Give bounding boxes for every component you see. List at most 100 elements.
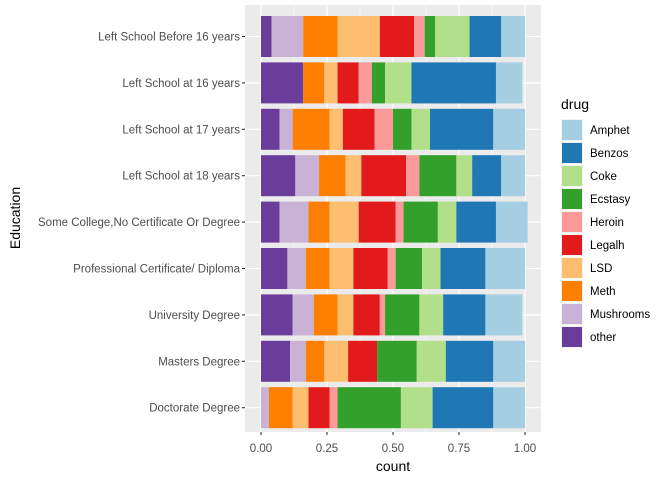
bar-segment-ecstasy <box>419 155 457 197</box>
bar-segment-lsd <box>324 340 349 382</box>
bar-segment-mushrooms <box>287 248 306 289</box>
bar-segment-coke <box>416 340 446 382</box>
x-tick-label: 0.50 <box>382 443 404 455</box>
bar-segment-lsd <box>292 387 309 429</box>
bar-segment-other <box>261 248 288 289</box>
legend-swatch-amphet <box>562 120 582 140</box>
bar-segment-amphet <box>493 108 525 150</box>
bar-segment-amphet <box>485 248 525 289</box>
legend-label: Mushrooms <box>590 309 650 321</box>
bar-segment-heroin <box>395 201 404 243</box>
bar-segment-ecstasy <box>395 248 423 289</box>
x-tick-label: 0.75 <box>448 443 470 455</box>
bar-segment-meth <box>268 387 293 429</box>
legend-swatch-benzos <box>562 143 582 163</box>
bar-segment-coke <box>437 201 457 243</box>
bar-segment-benzos <box>440 248 486 289</box>
bar-segment-benzos <box>432 387 494 429</box>
bar-segment-coke <box>435 16 470 57</box>
bar-segment-other <box>261 108 280 150</box>
y-axis-ticks: Left School Before 16 years Left School a… <box>38 32 245 415</box>
bar-segment-ecstasy <box>377 340 417 382</box>
y-tick-label: University Degree <box>149 310 240 322</box>
y-tick-label: Left School at 16 years <box>122 78 240 90</box>
y-tick-label: Professional Certificate/ Diploma <box>73 264 240 276</box>
bar-segment-ecstasy <box>371 62 386 104</box>
bar-segment-amphet <box>493 387 525 429</box>
bar-segment-heroin <box>387 248 396 289</box>
bar-segment-lsd <box>329 248 354 289</box>
legend-swatch-ecstasy <box>562 189 582 209</box>
bar-segment-lsd <box>324 62 338 104</box>
x-axis-ticks: 0.00 0.25 0.50 0.75 1.00 <box>250 432 536 455</box>
legend-label: Legalh <box>590 240 625 252</box>
bar-segment-mushrooms <box>295 155 320 197</box>
bar-segment-meth <box>305 248 330 289</box>
legend-label: Heroin <box>590 217 624 229</box>
bar-segment-other <box>261 155 296 197</box>
bar-segment-lsd <box>337 294 354 336</box>
bar-segment-meth <box>313 294 338 336</box>
bar-segment-legalh <box>337 62 359 104</box>
bar-segment-other <box>261 16 272 57</box>
bar-segment-mushrooms <box>279 201 309 243</box>
bar-segment-heroin <box>358 62 372 104</box>
bar-segment-meth <box>303 62 325 104</box>
bar-segment-coke <box>422 248 441 289</box>
bar-segment-legalh <box>353 294 380 336</box>
bar-segment-benzos <box>472 155 502 197</box>
x-tick-label: 0.00 <box>250 443 272 455</box>
y-tick-label: Some College,No Certificate Or Degree <box>38 217 240 229</box>
bar-segment-legalh <box>308 387 330 429</box>
bar-segment-heroin <box>379 294 386 336</box>
bar-segment-amphet <box>495 62 523 104</box>
bar-segment-meth <box>303 16 338 57</box>
y-tick-label: Doctorate Degree <box>149 403 240 415</box>
bar-segment-meth <box>292 108 330 150</box>
bar-segment-ecstasy <box>393 108 412 150</box>
x-axis-title: count <box>376 458 410 474</box>
y-tick-label: Left School at 18 years <box>122 171 240 183</box>
bar-segment-legalh <box>358 201 396 243</box>
bar-segment-legalh <box>353 248 388 289</box>
bar-segment-ecstasy <box>403 201 438 243</box>
bar-segment-lsd <box>345 155 362 197</box>
bar-segment-heroin <box>414 16 425 57</box>
bar-segment-benzos <box>443 294 486 336</box>
bar-segment-ecstasy <box>385 294 420 336</box>
bar-segment-benzos <box>469 16 502 57</box>
bar-segment-coke <box>411 108 430 150</box>
legend: drug Amphet Benzos Coke Ecstasy Heroin Legalh… <box>561 96 650 348</box>
bar-segment-benzos <box>429 108 494 150</box>
bar-segment-meth <box>319 155 346 197</box>
bar-segment-mushrooms <box>290 340 306 382</box>
x-tick-label: 0.25 <box>316 443 338 455</box>
bar-segment-other <box>261 62 304 104</box>
bar-segment-amphet <box>501 155 525 197</box>
bar-segment-meth <box>305 340 325 382</box>
bar-segment-amphet <box>495 201 528 243</box>
bar-segment-heroin <box>374 108 393 150</box>
bar-segment-lsd <box>337 16 380 57</box>
bar-segment-coke <box>419 294 444 336</box>
legend-swatch-lsd <box>562 258 582 278</box>
legend-label: Ecstasy <box>590 194 631 206</box>
bar-segment-coke <box>456 155 473 197</box>
y-tick-label: Masters Degree <box>158 356 240 368</box>
legend-swatch-mushrooms <box>562 304 582 324</box>
bar-segment-legalh <box>348 340 378 382</box>
bar-segment-mushrooms <box>292 294 314 336</box>
legend-swatch-legalh <box>562 235 582 255</box>
bar-segment-meth <box>308 201 330 243</box>
legend-label: Amphet <box>590 125 630 137</box>
y-tick-label: Left School at 17 years <box>122 124 240 136</box>
bar-segment-other <box>261 340 291 382</box>
legend-swatch-coke <box>562 166 582 186</box>
legend-title: drug <box>561 96 589 112</box>
bar-segment-ecstasy <box>424 16 436 57</box>
bar-segment-legalh <box>342 108 375 150</box>
legend-label: other <box>590 332 616 344</box>
bar-segment-amphet <box>501 16 525 57</box>
bar-segment-amphet <box>493 340 525 382</box>
